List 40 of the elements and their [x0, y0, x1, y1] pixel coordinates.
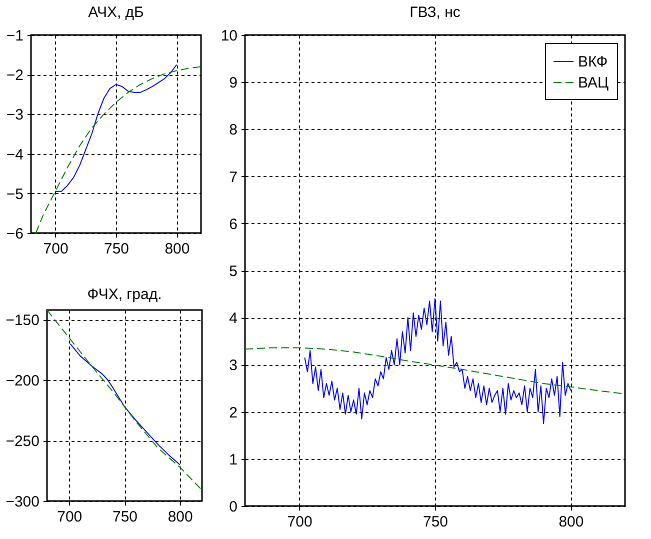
x-tick-label: 700: [287, 514, 312, 530]
y-tick-label: 6: [229, 216, 238, 233]
y-tick-label: 3: [229, 357, 238, 374]
x-tick-label: 750: [104, 240, 130, 258]
y-tick-label: −200: [6, 372, 40, 390]
y-tick-label: 7: [229, 168, 238, 186]
y-tick-label: 5: [229, 263, 238, 280]
x-tick-label: 700: [43, 240, 68, 258]
y-tick-label: −6: [6, 226, 24, 242]
legend-label: ВКФ: [578, 54, 608, 70]
legend-label: ВАЦ: [578, 74, 609, 92]
x-tick-label: 750: [422, 514, 448, 530]
x-tick-label: 800: [168, 508, 193, 526]
line-series: [70, 343, 180, 466]
chart-title: ГВЗ, нс: [410, 4, 461, 21]
y-tick-label: 9: [229, 74, 238, 92]
y-tick-label: −250: [6, 433, 40, 450]
y-tick-label: −4: [6, 146, 24, 164]
line-series: [304, 298, 572, 424]
y-tick-label: −1: [6, 28, 24, 44]
x-tick-label: 800: [558, 514, 584, 530]
line-series: [35, 66, 201, 233]
y-tick-label: 1: [229, 451, 238, 468]
y-tick-label: −3: [6, 106, 24, 124]
x-tick-label: 700: [57, 508, 82, 526]
y-tick-label: −5: [6, 186, 24, 203]
y-tick-label: 0: [229, 498, 238, 516]
x-tick-label: 800: [164, 240, 190, 258]
y-tick-label: −150: [6, 312, 40, 330]
y-tick-label: 10: [220, 28, 238, 44]
chart-title: ФЧХ, град.: [87, 286, 162, 303]
y-tick-label: −2: [6, 67, 24, 84]
chart-title: АЧХ, дБ: [88, 4, 144, 21]
x-tick-label: 750: [112, 508, 138, 526]
line-series: [47, 310, 202, 491]
y-tick-label: 8: [229, 122, 238, 139]
y-tick-label: 4: [229, 310, 238, 328]
line-series: [54, 64, 178, 192]
y-tick-label: −300: [6, 494, 40, 510]
y-tick-label: 2: [229, 404, 238, 422]
